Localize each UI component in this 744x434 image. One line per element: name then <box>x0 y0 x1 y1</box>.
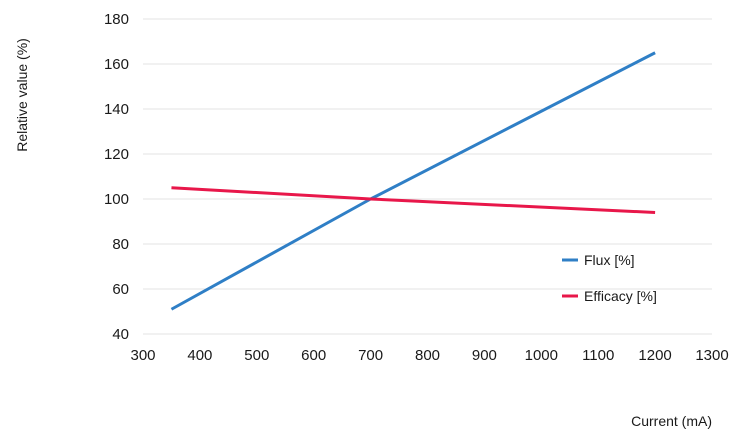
grid <box>143 18 712 335</box>
y-tick-label: 160 <box>104 56 129 73</box>
x-tick-label: 1200 <box>638 347 671 364</box>
x-tick-label: 1300 <box>695 347 728 364</box>
series-layer <box>170 51 656 311</box>
x-axis-ticks: 300 400 500 600 700 800 900 1000 1100 1200 1300 <box>130 347 728 364</box>
x-axis-title: Current (mA) <box>631 413 712 429</box>
x-tick-label: 400 <box>187 347 212 364</box>
y-tick-label: 140 <box>104 101 129 118</box>
x-tick-label: 800 <box>415 347 440 364</box>
legend-label-efficacy: Efficacy [%] <box>584 288 657 304</box>
x-tick-label: 1100 <box>582 347 614 364</box>
x-tick-label: 500 <box>244 347 269 364</box>
x-tick-label: 900 <box>472 347 497 364</box>
y-axis-title: Relative value (%) <box>14 38 30 152</box>
y-axis-ticks: 40 60 80 100 120 140 160 180 <box>104 11 129 343</box>
x-tick-label: 600 <box>301 347 326 364</box>
y-tick-label: 100 <box>104 191 129 208</box>
series-line-efficacy <box>171 186 656 214</box>
series-line-flux <box>170 51 656 311</box>
x-tick-label: 300 <box>130 347 155 364</box>
y-tick-label: 180 <box>104 11 129 28</box>
y-tick-label: 40 <box>112 326 129 343</box>
legend-label-flux: Flux [%] <box>584 252 635 268</box>
x-tick-label: 1000 <box>525 347 558 364</box>
x-tick-label: 700 <box>358 347 383 364</box>
y-tick-label: 120 <box>104 146 129 163</box>
y-tick-label: 80 <box>112 236 129 253</box>
legend: Flux [%] Efficacy [%] <box>562 252 657 304</box>
y-tick-label: 60 <box>112 281 129 298</box>
